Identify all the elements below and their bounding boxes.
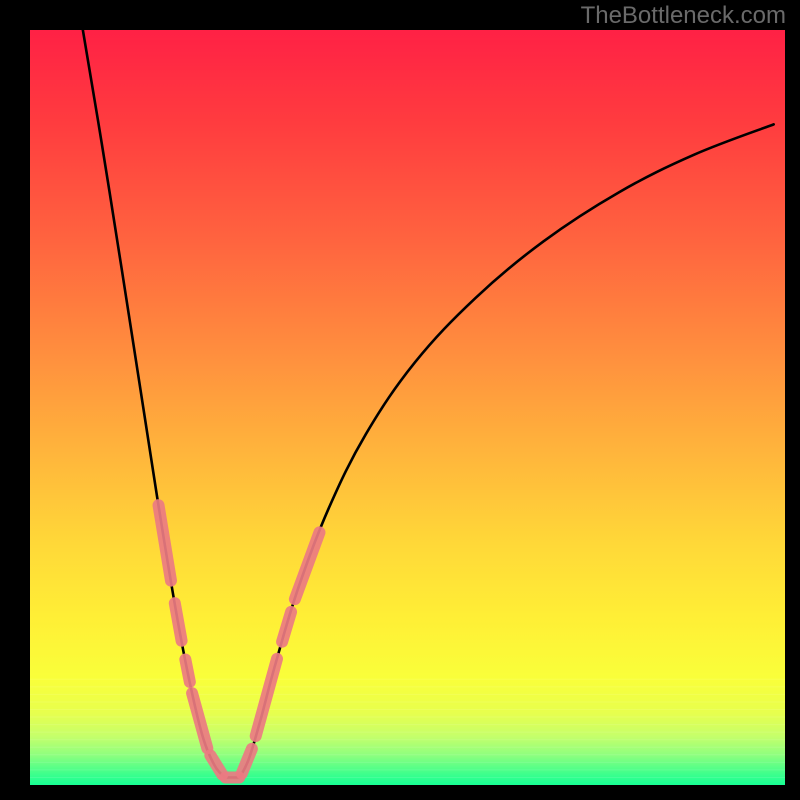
border-right [785,0,800,800]
watermark-text: TheBottleneck.com [581,2,786,30]
bottleneck-chart-svg [0,0,800,800]
marker-capsule [175,603,182,641]
border-bottom [0,785,800,800]
border-left [0,0,30,800]
chart-root: TheBottleneck.com [0,0,800,800]
marker-capsule [185,659,189,681]
